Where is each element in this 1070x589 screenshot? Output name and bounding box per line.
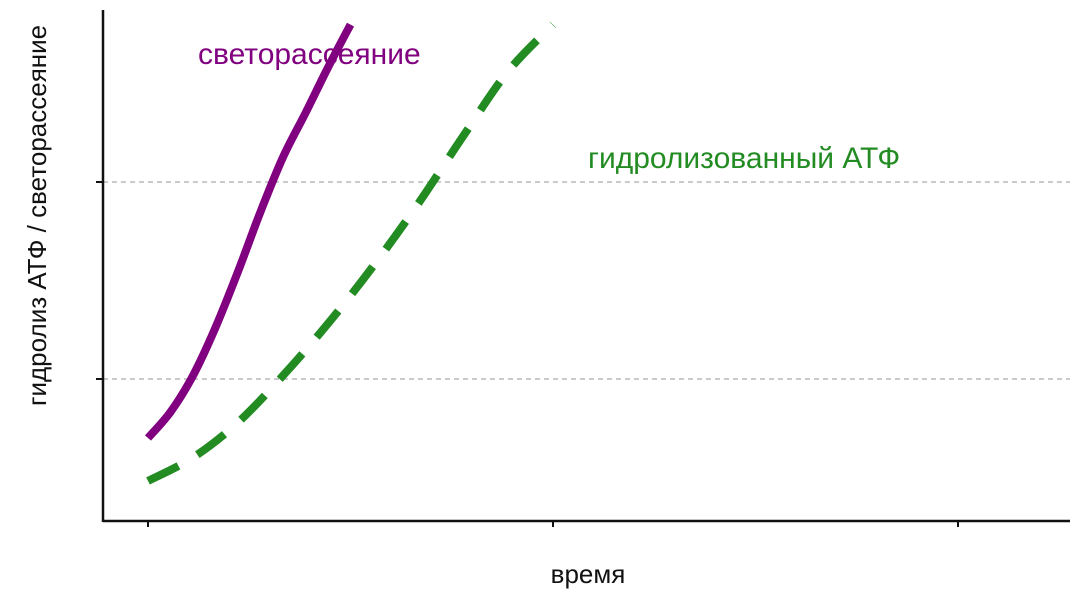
- series-label-light-scattering: светорассеяние: [198, 38, 421, 71]
- series-layer: [144, 21, 556, 485]
- y-axis-label: гидролиз АТФ / светорассеяние: [22, 25, 52, 406]
- x-axis-label: время: [551, 559, 626, 589]
- axis-ticks: [96, 181, 959, 527]
- series-line-light-scattering: [144, 22, 355, 441]
- series-label-hydrolyzed-atp: гидролизованный АТФ: [588, 142, 900, 175]
- grid-lines: [103, 181, 1070, 380]
- series-line-hydrolyzed-atp: [146, 21, 556, 485]
